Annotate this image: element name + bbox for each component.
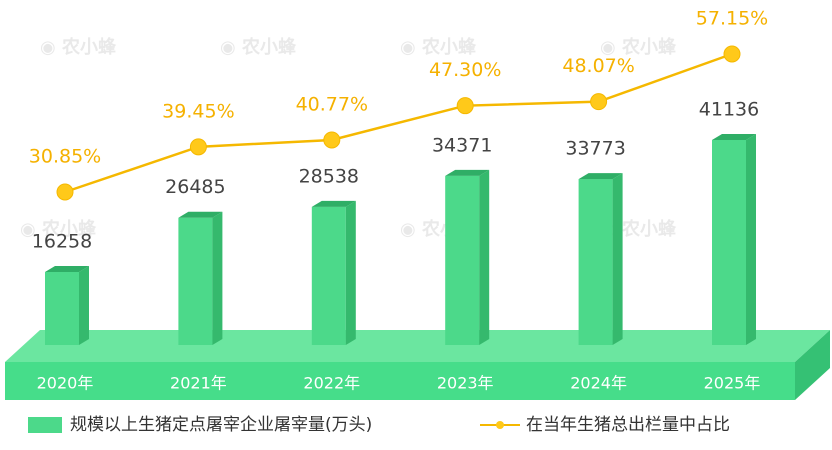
watermark: ◉ 农小蜂	[600, 36, 677, 58]
bar-top	[578, 173, 623, 180]
data-label: 40.77%	[296, 93, 368, 115]
platform-top	[5, 330, 830, 362]
data-label: 41136	[699, 99, 759, 121]
data-label: 48.07%	[562, 55, 634, 77]
bar-top	[45, 266, 89, 272]
legend-label: 在当年生猪总出栏量中占比	[526, 415, 730, 435]
platform-front	[5, 362, 795, 400]
legend-dot	[496, 421, 504, 429]
data-label: 30.85%	[29, 146, 101, 168]
bar-top	[712, 134, 756, 140]
platform-side	[795, 330, 830, 400]
legend-swatch	[28, 417, 62, 433]
line	[64, 52, 733, 194]
bar-top	[445, 169, 490, 176]
watermark: ◉ 农小蜂	[400, 36, 477, 58]
bar-side	[345, 200, 356, 345]
bars	[45, 134, 756, 345]
x-tick-label: 2021年	[170, 374, 227, 393]
line-point	[456, 97, 474, 115]
data-label: 28538	[299, 165, 359, 187]
legend: 规模以上生猪定点屠宰企业屠宰量(万头) 在当年生猪总出栏量中占比	[28, 415, 730, 435]
x-tick-label: 2023年	[437, 374, 494, 393]
bar-side	[746, 134, 756, 345]
line-point	[323, 131, 341, 149]
bar	[578, 179, 613, 345]
bar	[712, 140, 746, 345]
legend-label: 规模以上生猪定点屠宰企业屠宰量(万头)	[70, 415, 372, 435]
x-tick-label: 2024年	[570, 374, 627, 393]
data-label: 57.15%	[696, 8, 768, 30]
bar	[311, 206, 346, 345]
watermark: ◉ 农小蜂	[20, 218, 97, 240]
data-label: 34371	[432, 134, 492, 156]
labels: 16258 26485 28538 34371 33773 41136 30.85% 39.4…	[29, 8, 768, 393]
bar-side	[479, 169, 490, 345]
watermark: ◉ 农小蜂	[220, 36, 297, 58]
line-point	[723, 45, 741, 63]
data-label: 33773	[565, 138, 625, 160]
x-tick-label: 2020年	[37, 374, 94, 393]
data-label: 26485	[165, 176, 225, 198]
x-tick-label: 2025年	[704, 374, 761, 393]
bar-side	[612, 173, 623, 345]
bar-side	[79, 266, 89, 345]
bar	[178, 217, 213, 345]
data-label: 47.30%	[429, 59, 501, 81]
line-point	[590, 93, 608, 111]
bar-side	[212, 211, 223, 345]
x-tick-label: 2022年	[303, 374, 360, 393]
data-label: 39.45%	[162, 100, 234, 122]
bar-top	[178, 211, 223, 218]
bar-top	[311, 200, 356, 207]
watermark: ◉ 农小蜂	[40, 36, 117, 58]
line-point	[56, 183, 74, 201]
data-label: 16258	[32, 231, 92, 253]
line-point	[189, 138, 207, 156]
bar	[45, 272, 79, 345]
bar	[445, 175, 480, 345]
